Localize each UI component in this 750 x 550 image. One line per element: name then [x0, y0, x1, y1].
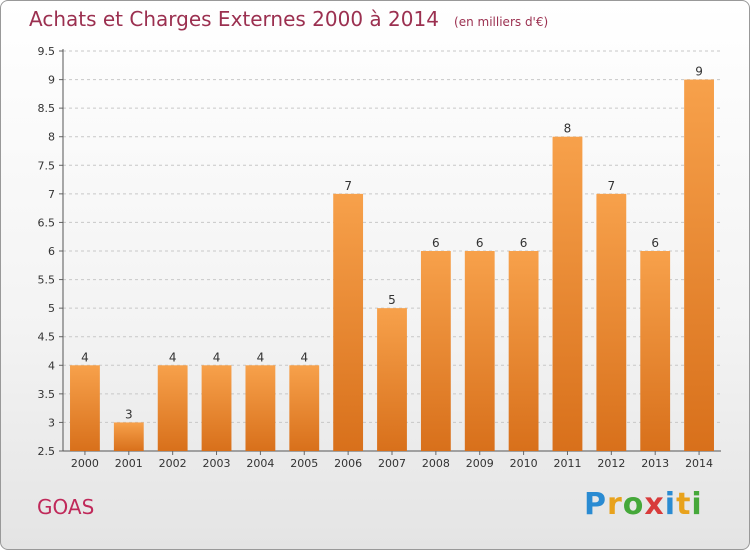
x-tick-label: 2010 [510, 457, 538, 470]
y-tick-label: 3.5 [38, 388, 56, 401]
y-tick-label: 4.5 [38, 331, 56, 344]
logo-letter: P [584, 487, 607, 522]
chart-unit: (en milliers d'€) [454, 15, 549, 29]
y-tick-label: 5 [48, 302, 55, 315]
x-tick-label: 2002 [159, 457, 187, 470]
bar-value-label: 7 [344, 179, 352, 193]
bar [508, 251, 539, 451]
bar [333, 193, 364, 451]
x-tick-label: 2007 [378, 457, 406, 470]
chart-title: Achats et Charges Externes 2000 à 2014 [29, 7, 439, 31]
x-tick-label: 2003 [203, 457, 231, 470]
bar [640, 251, 671, 451]
bar [201, 365, 232, 451]
x-tick-label: 2001 [115, 457, 143, 470]
bar-value-label: 3 [125, 407, 133, 421]
logo-letter: o [622, 487, 645, 522]
x-tick-label: 2009 [466, 457, 494, 470]
bar-value-label: 8 [564, 122, 572, 136]
y-tick-label: 3 [48, 416, 55, 429]
bars [70, 79, 714, 452]
y-tick-label: 6.5 [38, 216, 56, 229]
bar-value-label: 9 [695, 65, 703, 79]
bar-value-label: 5 [388, 293, 396, 307]
x-tick-label: 2008 [422, 457, 450, 470]
x-tick-label: 2014 [685, 457, 713, 470]
bar [245, 365, 276, 451]
y-tick-label: 9 [48, 74, 55, 87]
y-tick-label: 7 [48, 188, 55, 201]
y-tick-label: 2.5 [38, 445, 56, 458]
bar-value-label: 4 [81, 350, 89, 364]
y-tick-label: 6 [48, 245, 55, 258]
x-tick-label: 2011 [553, 457, 581, 470]
bar-value-label: 4 [213, 350, 221, 364]
proxiti-logo: Proxiti [584, 487, 703, 522]
title-row: Achats et Charges Externes 2000 à 2014 (… [29, 7, 548, 31]
logo-letter: i [691, 487, 703, 522]
x-tick-label: 2005 [290, 457, 318, 470]
bar [684, 79, 714, 452]
y-tick-label: 4 [48, 359, 55, 372]
y-tick-label: 8.5 [38, 102, 56, 115]
x-tick-label: 2004 [246, 457, 274, 470]
bar-value-label: 6 [476, 236, 484, 250]
place-name: GOAS [37, 495, 95, 519]
bar [113, 422, 144, 451]
bar-value-label: 4 [169, 350, 177, 364]
bar [552, 136, 583, 451]
labels: 2.5 3 3.5 4 4.5 5 5.5 6 6.5 7 7.5 8 8.5 9 9.5 4 2000 3 200… [38, 45, 714, 470]
bar [377, 308, 407, 451]
bar [157, 365, 188, 451]
logo-letter: i [664, 487, 677, 522]
bar [420, 251, 451, 451]
logo-letter: x [644, 487, 665, 522]
y-tick-label: 9.5 [38, 45, 56, 58]
y-tick-label: 7.5 [38, 159, 56, 172]
bar-value-label: 6 [432, 236, 440, 250]
x-tick-label: 2012 [597, 457, 625, 470]
bar [289, 365, 320, 451]
bar-value-label: 7 [608, 179, 616, 193]
logo-letter: r [607, 487, 623, 522]
x-tick-label: 2013 [641, 457, 669, 470]
bar-value-label: 6 [520, 236, 528, 250]
bar [464, 251, 495, 451]
bar [596, 193, 627, 451]
logo-letter: t [676, 487, 692, 522]
x-tick-label: 2000 [71, 457, 99, 470]
bar-value-label: 4 [300, 350, 308, 364]
x-tick-label: 2006 [334, 457, 362, 470]
bar-value-label: 6 [651, 236, 659, 250]
y-tick-label: 5.5 [38, 274, 56, 287]
y-tick-label: 8 [48, 131, 55, 144]
bar [70, 365, 100, 451]
bar-value-label: 4 [257, 350, 265, 364]
